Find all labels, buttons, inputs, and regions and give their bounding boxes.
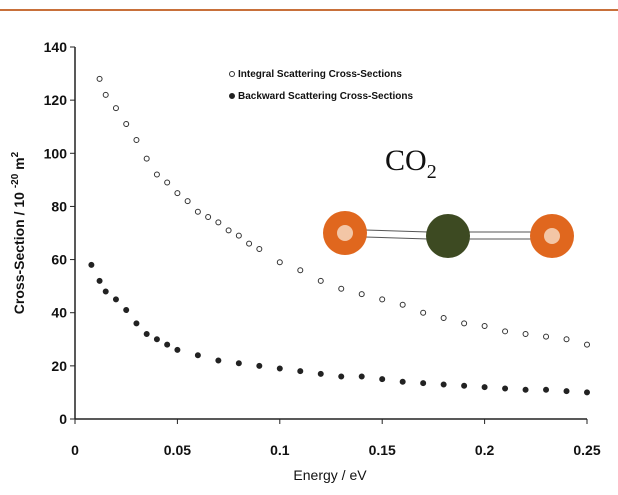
y-tick-label: 0 [59, 411, 67, 427]
point [380, 377, 385, 382]
point [124, 122, 129, 127]
point [277, 366, 282, 371]
x-tick-label: 0.05 [164, 442, 191, 458]
x-tick-label: 0.1 [270, 442, 290, 458]
point [380, 297, 385, 302]
point [195, 209, 200, 214]
legend-marker [230, 72, 235, 77]
point [318, 278, 323, 283]
point [97, 76, 102, 81]
point [564, 337, 569, 342]
y-tick-label: 100 [44, 145, 68, 161]
point [165, 342, 170, 347]
point [564, 389, 569, 394]
point [144, 331, 149, 336]
point [298, 369, 303, 374]
legend-label: Integral Scattering Cross-Sections [238, 69, 402, 80]
point [421, 381, 426, 386]
point [175, 347, 180, 352]
point [257, 363, 262, 368]
legend-label: Backward Scattering Cross-Sections [238, 91, 413, 102]
point [89, 262, 94, 267]
y-tick-label: 120 [44, 92, 68, 108]
chart: CO2 Energy / eV Cross-Section / 10 -20 m… [0, 0, 618, 495]
point [103, 289, 108, 294]
point [585, 390, 590, 395]
x-axis-label: Energy / eV [293, 467, 367, 483]
point [144, 156, 149, 161]
point [236, 361, 241, 366]
point [462, 321, 467, 326]
point [185, 199, 190, 204]
point [124, 308, 129, 313]
x-tick-label: 0 [71, 442, 79, 458]
x-tick-label: 0.2 [475, 442, 495, 458]
point [318, 371, 323, 376]
point [175, 191, 180, 196]
point [134, 138, 139, 143]
y-tick-label: 80 [51, 198, 67, 214]
point [277, 260, 282, 265]
point [544, 387, 549, 392]
molecule [323, 211, 574, 258]
point [523, 331, 528, 336]
point [441, 316, 446, 321]
x-tick-label: 0.25 [573, 442, 600, 458]
point [113, 297, 118, 302]
point [339, 374, 344, 379]
point [195, 353, 200, 358]
point [400, 379, 405, 384]
y-tick-label: 140 [44, 39, 68, 55]
y-axis-label: Cross-Section / 10 -20 m2 [10, 151, 27, 314]
point [462, 383, 467, 388]
point [298, 268, 303, 273]
y-tick-label: 40 [51, 305, 67, 321]
y-tick-label: 20 [51, 358, 67, 374]
point [134, 321, 139, 326]
point [154, 172, 159, 177]
point [339, 286, 344, 291]
point [216, 220, 221, 225]
point [154, 337, 159, 342]
molecule-label: CO2 [385, 144, 437, 183]
point [482, 385, 487, 390]
point [359, 292, 364, 297]
legend-marker [230, 94, 235, 99]
point [400, 302, 405, 307]
point [503, 329, 508, 334]
point [216, 358, 221, 363]
point [226, 228, 231, 233]
point [523, 387, 528, 392]
point [503, 386, 508, 391]
y-tick-label: 60 [51, 252, 67, 268]
point [585, 342, 590, 347]
point [441, 382, 446, 387]
point [257, 246, 262, 251]
x-tick-label: 0.15 [369, 442, 396, 458]
point [236, 233, 241, 238]
point [421, 310, 426, 315]
point [206, 215, 211, 220]
point [103, 92, 108, 97]
point [359, 374, 364, 379]
point [482, 324, 487, 329]
point [165, 180, 170, 185]
point [113, 106, 118, 111]
point [544, 334, 549, 339]
point [97, 278, 102, 283]
point [247, 241, 252, 246]
